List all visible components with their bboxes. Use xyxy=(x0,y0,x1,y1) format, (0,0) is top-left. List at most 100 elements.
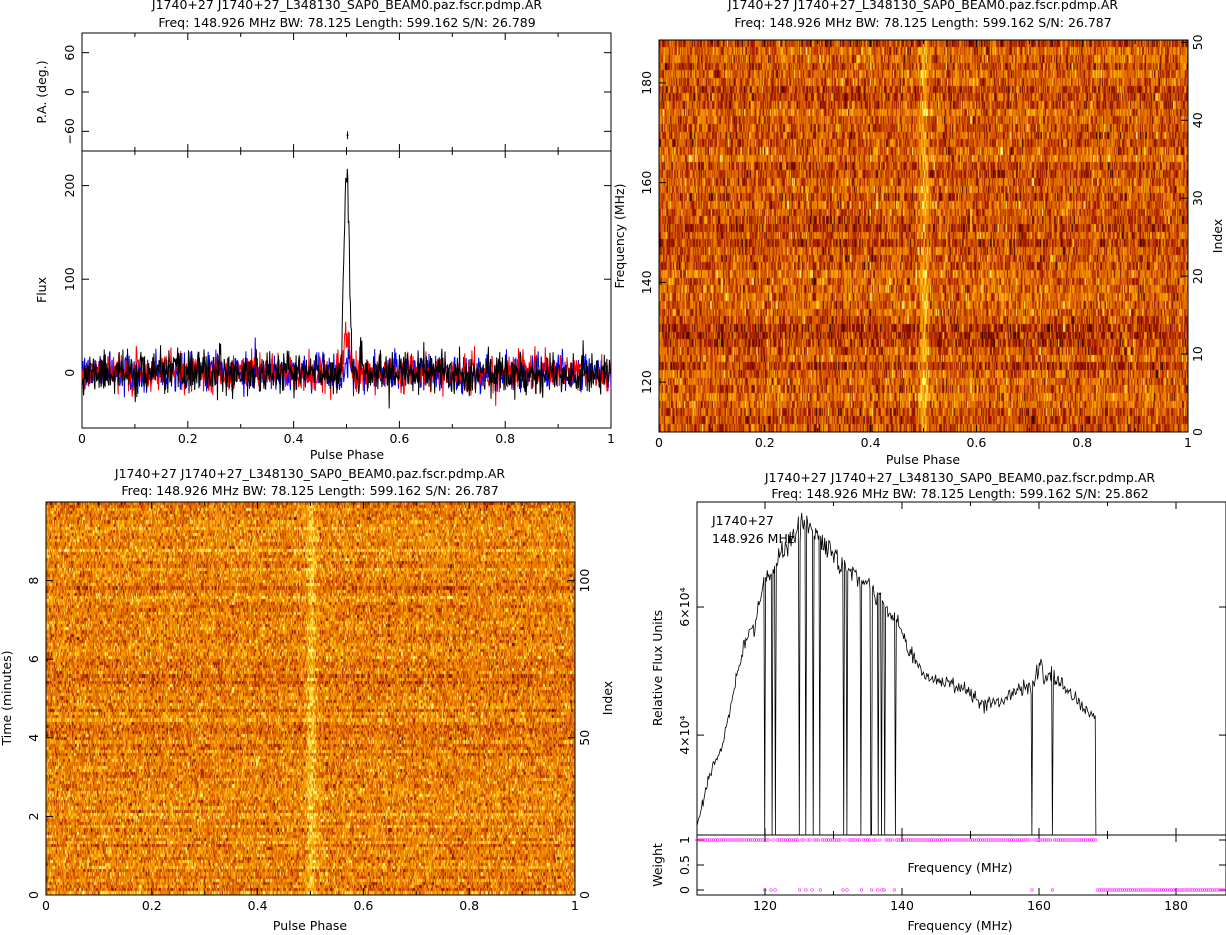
weight-point xyxy=(824,838,829,842)
weight-point xyxy=(1122,888,1127,892)
weight-point xyxy=(962,838,966,842)
weight-point xyxy=(826,838,831,842)
weight-point xyxy=(726,838,730,842)
weight-point xyxy=(787,838,792,842)
weight-point xyxy=(715,838,720,842)
weight-point xyxy=(837,838,841,842)
weight-point xyxy=(1013,838,1018,842)
freq-phase-y2-tick-label: 10 xyxy=(1190,346,1205,362)
weight-point xyxy=(904,838,909,842)
weight-point xyxy=(720,838,724,842)
freq-phase-y2-tick-label: 0 xyxy=(1190,428,1205,436)
weight-point xyxy=(1165,888,1170,892)
weight-point xyxy=(722,838,726,842)
weight-point xyxy=(1007,838,1011,842)
weight-point xyxy=(773,888,777,892)
weight-point xyxy=(822,838,827,842)
time-phase-y2-tick-label: 0 xyxy=(577,891,592,899)
weight-point xyxy=(1030,888,1034,892)
weight-point xyxy=(1147,888,1151,892)
weight-point xyxy=(1137,888,1141,892)
weight-point xyxy=(1079,838,1083,842)
weight-point xyxy=(709,838,714,842)
weight-point xyxy=(870,888,874,892)
weight-point xyxy=(1170,888,1174,892)
weight-point xyxy=(894,838,898,842)
weight-point xyxy=(1157,888,1162,892)
weight-point xyxy=(1124,888,1129,892)
bandpass-y-tick-label: 6×10⁴ xyxy=(677,587,692,626)
weight-point xyxy=(974,838,979,842)
weight-point xyxy=(1075,838,1079,842)
weight-point xyxy=(705,838,709,842)
weight-point xyxy=(1190,888,1194,892)
flux-y-tick-label: 0 xyxy=(62,369,77,377)
weight-point xyxy=(701,838,705,842)
pa-y-tick-label: −60 xyxy=(62,118,77,144)
weight-point xyxy=(808,838,812,842)
profile-x-tick-label: 0.4 xyxy=(284,431,304,446)
weight-point xyxy=(830,838,835,842)
weight-point xyxy=(828,838,833,842)
time-phase-subtitle: Freq: 148.926 MHz BW: 78.125 Length: 599… xyxy=(121,483,498,498)
weight-point xyxy=(907,838,911,842)
weight-point xyxy=(909,838,913,842)
weight-point xyxy=(761,838,765,842)
weight-point xyxy=(769,888,773,892)
time-phase-y-tick-label: 0 xyxy=(26,891,41,899)
weight-point xyxy=(946,838,950,842)
weight-point xyxy=(1102,888,1106,892)
bandpass-title: J1740+27 J1740+27_L348130_SAP0_BEAM0.paz… xyxy=(764,470,1155,485)
weight-point xyxy=(1054,838,1059,842)
weight-point xyxy=(855,838,859,842)
weight-point xyxy=(972,838,977,842)
freq-phase-subtitle: Freq: 148.926 MHz BW: 78.125 Length: 599… xyxy=(734,15,1111,30)
weight-point xyxy=(983,838,987,842)
weight-point xyxy=(740,838,744,842)
weight-point xyxy=(859,888,864,892)
weight-point xyxy=(728,838,732,842)
weight-point xyxy=(1186,888,1190,892)
bandpass-spectrum-line xyxy=(696,512,1097,836)
weight-point xyxy=(1161,888,1166,892)
weight-point xyxy=(993,838,997,842)
weight-point xyxy=(1087,838,1092,842)
weight-point xyxy=(1069,838,1073,842)
weight-point xyxy=(744,838,748,842)
time-phase-x-tick-label: 0.6 xyxy=(353,898,373,913)
weight-point xyxy=(1110,888,1114,892)
weight-point xyxy=(1063,838,1067,842)
weight-point xyxy=(697,838,701,842)
weight-point xyxy=(1050,888,1055,892)
pa-ylabel: P.A. (deg.) xyxy=(34,60,49,123)
weight-point xyxy=(1017,838,1022,842)
weight-point xyxy=(843,838,847,842)
weight-point xyxy=(925,838,929,842)
profile-x-tick-label: 0.6 xyxy=(389,431,409,446)
weight-inner-label: Frequency (MHz) xyxy=(907,860,1012,875)
weight-point xyxy=(1221,888,1225,892)
weight-point xyxy=(748,838,753,842)
weight-point xyxy=(713,838,718,842)
frequency-phase-heatmap xyxy=(659,40,1188,432)
time-phase-y2-tick-label: 100 xyxy=(577,569,592,593)
weight-point xyxy=(1217,888,1221,892)
weight-y-tick-label: 1 xyxy=(677,836,692,844)
weight-point xyxy=(1180,888,1184,892)
weight-point xyxy=(937,838,942,842)
weight-point xyxy=(1061,838,1065,842)
freq-phase-x-tick-label: 0.6 xyxy=(966,435,986,450)
weight-point xyxy=(814,838,818,842)
weight-point xyxy=(876,888,880,892)
weight-point xyxy=(742,838,746,842)
weight-point xyxy=(966,838,970,842)
weight-point xyxy=(851,838,855,842)
weight-point xyxy=(1213,888,1217,892)
weight-point xyxy=(804,888,808,892)
weight-point xyxy=(980,838,985,842)
weight-point xyxy=(884,838,888,842)
time-phase-x-tick-label: 0.8 xyxy=(459,898,479,913)
weight-point xyxy=(896,838,901,842)
